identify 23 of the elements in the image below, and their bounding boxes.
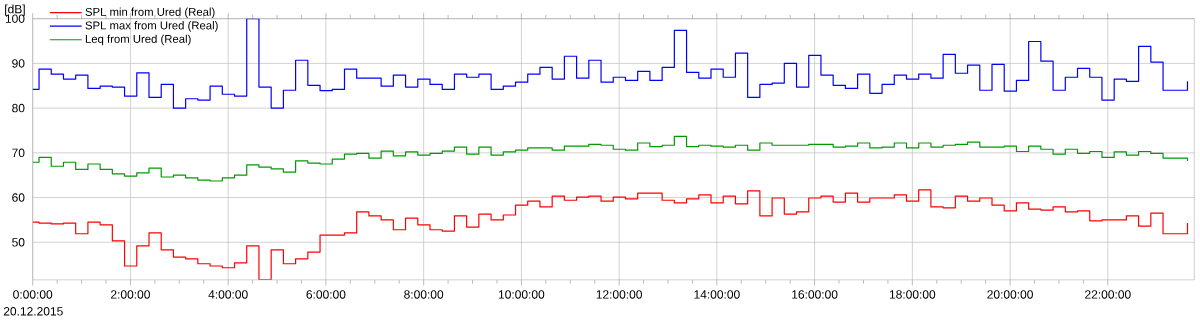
y-tick-label: 90 <box>12 59 25 68</box>
x-tick-label: 0:00:00 <box>13 290 53 299</box>
x-tick-label: 10:00:00 <box>498 290 545 299</box>
y-tick-label: 50 <box>12 238 25 247</box>
text: 20.12.2015 <box>3 307 63 316</box>
x-tick-label: 8:00:00 <box>404 290 444 299</box>
y-tick-label: 70 <box>12 148 25 158</box>
legend-label: SPL min from Ured (Real) <box>85 7 215 19</box>
x-tick-label: 18:00:00 <box>889 290 936 299</box>
x-tick-label: 20:00:00 <box>987 290 1033 299</box>
x-tick-label: 16:00:00 <box>792 290 838 299</box>
x-tick-label: 6:00:00 <box>306 290 346 299</box>
x-tick-label: 4:00:00 <box>208 290 248 299</box>
legend-label: Leq from Ured (Real) <box>85 34 191 46</box>
y-axis-title: [dB] <box>5 4 25 16</box>
x-tick-label: 2:00:00 <box>111 290 150 299</box>
x-tick-label: 14:00:00 <box>694 290 740 299</box>
y-tick-label: 80 <box>12 103 25 113</box>
x-tick-label: 22:00:00 <box>1085 290 1131 299</box>
legend-label: SPL max from Ured (Real) <box>85 21 218 32</box>
y-tick-label: 60 <box>12 193 25 202</box>
x-tick-label: 12:00:00 <box>596 290 642 299</box>
y-tick-label: 100 <box>5 14 25 24</box>
